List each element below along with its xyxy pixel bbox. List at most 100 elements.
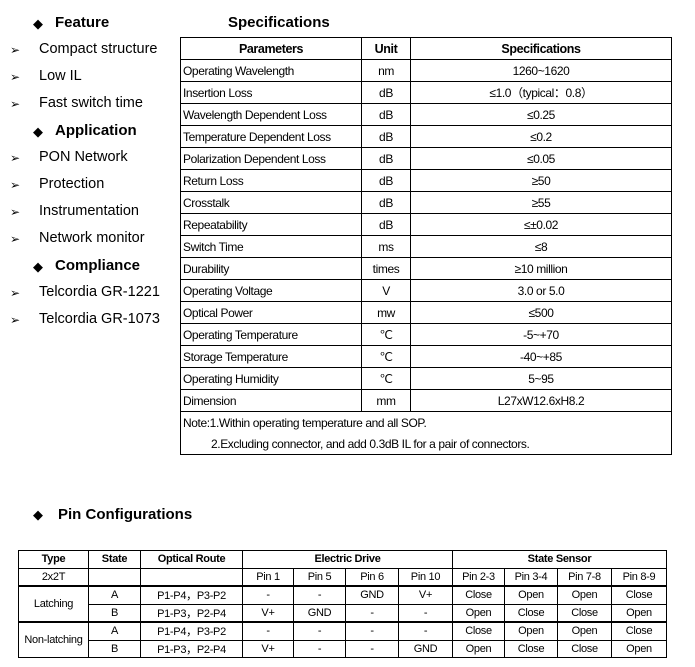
table-row: Dimension mm L27xW12.6xH8.2 — [180, 389, 672, 412]
param-cell: Wavelength Dependent Loss — [180, 103, 362, 126]
pin-cell: Close — [504, 639, 558, 658]
value-cell: 1260~1620 — [410, 59, 672, 82]
unit-cell: nm — [361, 59, 411, 82]
pin-cell: Open — [557, 585, 612, 605]
value-cell: ≤500 — [410, 301, 672, 324]
subheader-cell: Pin 10 — [398, 567, 453, 587]
pin-cell: P1-P4，P3-P2 — [140, 585, 243, 605]
col-header: State Sensor — [452, 550, 667, 569]
param-cell: Temperature Dependent Loss — [180, 125, 362, 148]
arrow-right-icon: ➢ — [10, 232, 21, 246]
list-item: Fast switch time — [39, 95, 143, 111]
unit-cell: times — [361, 257, 411, 280]
spec-title: Specifications — [228, 14, 330, 31]
value-cell: ≥55 — [410, 191, 672, 214]
pin-cell: A — [88, 585, 141, 605]
list-item: PON Network — [39, 149, 128, 165]
table-row: Switch Time ms ≤8 — [180, 235, 672, 258]
subheader-cell: Pin 6 — [345, 567, 399, 587]
pin-cell: GND — [345, 585, 399, 605]
note: Note:1.Within operating temperature and … — [180, 411, 672, 433]
pin-cell: - — [242, 585, 294, 605]
pin-cell: - — [398, 621, 453, 641]
subheader-cell: Pin 3-4 — [504, 567, 558, 587]
unit-cell: mw — [361, 301, 411, 324]
spec-table: Parameters Unit Specifications Operating… — [180, 37, 672, 455]
subheader-cell: Pin 1 — [242, 567, 294, 587]
table-row: Operating Temperature ℃ -5~+70 — [180, 323, 672, 346]
unit-cell: dB — [361, 103, 411, 126]
list-item: Low IL — [39, 68, 82, 84]
pin-cell: V+ — [242, 639, 294, 658]
param-cell: Operating Humidity — [180, 367, 362, 390]
subheader-cell: Pin 8-9 — [611, 567, 667, 587]
value-cell: 3.0 or 5.0 — [410, 279, 672, 302]
pin-cell: P1-P3，P2-P4 — [140, 639, 243, 658]
unit-cell: dB — [361, 169, 411, 192]
subheader-cell: 2x2T — [18, 567, 89, 587]
table-row: Durability times ≥10 million — [180, 257, 672, 280]
col-header: Electric Drive — [242, 550, 453, 569]
table-row: Return Loss dB ≥50 — [180, 169, 672, 192]
param-cell: Durability — [180, 257, 362, 280]
table-row: Optical Power mw ≤500 — [180, 301, 672, 324]
arrow-right-icon: ➢ — [10, 205, 21, 219]
col-header: State — [88, 550, 141, 569]
pin-cell: Open — [452, 639, 505, 658]
pin-cell: - — [293, 639, 346, 658]
pin-cell: Close — [557, 639, 612, 658]
table-row: Wavelength Dependent Loss dB ≤0.25 — [180, 103, 672, 126]
unit-cell: ℃ — [361, 345, 411, 368]
pin-cell: Open — [504, 621, 558, 641]
pin-cell: Open — [611, 639, 667, 658]
list-item: Telcordia GR-1073 — [39, 311, 160, 327]
arrow-right-icon: ➢ — [10, 313, 21, 327]
unit-cell: dB — [361, 191, 411, 214]
pin-cell: V+ — [398, 585, 453, 605]
param-cell: Operating Temperature — [180, 323, 362, 346]
type-cell: Latching — [18, 585, 89, 623]
diamond-icon: ◆ — [33, 16, 43, 31]
pin-cell: Close — [611, 621, 667, 641]
subheader-cell — [140, 567, 243, 587]
pin-cell: A — [88, 621, 141, 641]
table-row: B P1-P3，P2-P4 V+ - - GND Open Close Close Open — [19, 639, 667, 658]
unit-cell: V — [361, 279, 411, 302]
param-cell: Insertion Loss — [180, 81, 362, 104]
param-cell: Polarization Dependent Loss — [180, 147, 362, 170]
pin-cell: Close — [452, 621, 505, 641]
col-header: Type — [18, 550, 89, 569]
note: 2.Excluding connector, and add 0.3dB IL … — [180, 433, 672, 455]
arrow-right-icon: ➢ — [10, 151, 21, 165]
pin-cell: - — [293, 621, 346, 641]
pin-cell: - — [345, 603, 399, 623]
pin-cell: V+ — [242, 603, 294, 623]
param-cell: Dimension — [180, 389, 362, 412]
subheader-cell: Pin 5 — [293, 567, 346, 587]
unit-cell: ℃ — [361, 323, 411, 346]
table-row: Polarization Dependent Loss dB ≤0.05 — [180, 147, 672, 170]
diamond-icon: ◆ — [33, 507, 43, 522]
value-cell: ≥50 — [410, 169, 672, 192]
section-heading: Application — [55, 122, 137, 139]
pin-cell: Close — [557, 603, 612, 623]
pin-cell: B — [88, 603, 141, 623]
pin-title: Pin Configurations — [58, 506, 193, 523]
pin-cell: Close — [611, 585, 667, 605]
arrow-right-icon: ➢ — [10, 70, 21, 84]
subheader-cell — [88, 567, 141, 587]
table-row: Operating Wavelength nm 1260~1620 — [180, 59, 672, 82]
table-row: Non-latching A P1-P4，P3-P2- - - - Close Open Ope… — [18, 621, 667, 658]
pin-cell: Open — [557, 621, 612, 641]
pin-cell: - — [242, 621, 294, 641]
unit-cell: dB — [361, 213, 411, 236]
table-row: Operating Humidity ℃ 5~95 — [180, 367, 672, 390]
pin-cell: GND — [293, 603, 346, 623]
section-heading: Compliance — [55, 257, 141, 274]
pin-cell: P1-P4，P3-P2 — [140, 621, 243, 641]
table-row: Crosstalk dB ≥55 — [180, 191, 672, 214]
type-cell: Non-latching — [18, 621, 89, 658]
param-cell: Switch Time — [180, 235, 362, 258]
param-cell: Operating Wavelength — [180, 59, 362, 82]
value-cell: ≤0.25 — [410, 103, 672, 126]
